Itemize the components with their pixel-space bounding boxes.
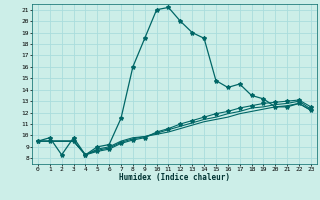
- X-axis label: Humidex (Indice chaleur): Humidex (Indice chaleur): [119, 173, 230, 182]
